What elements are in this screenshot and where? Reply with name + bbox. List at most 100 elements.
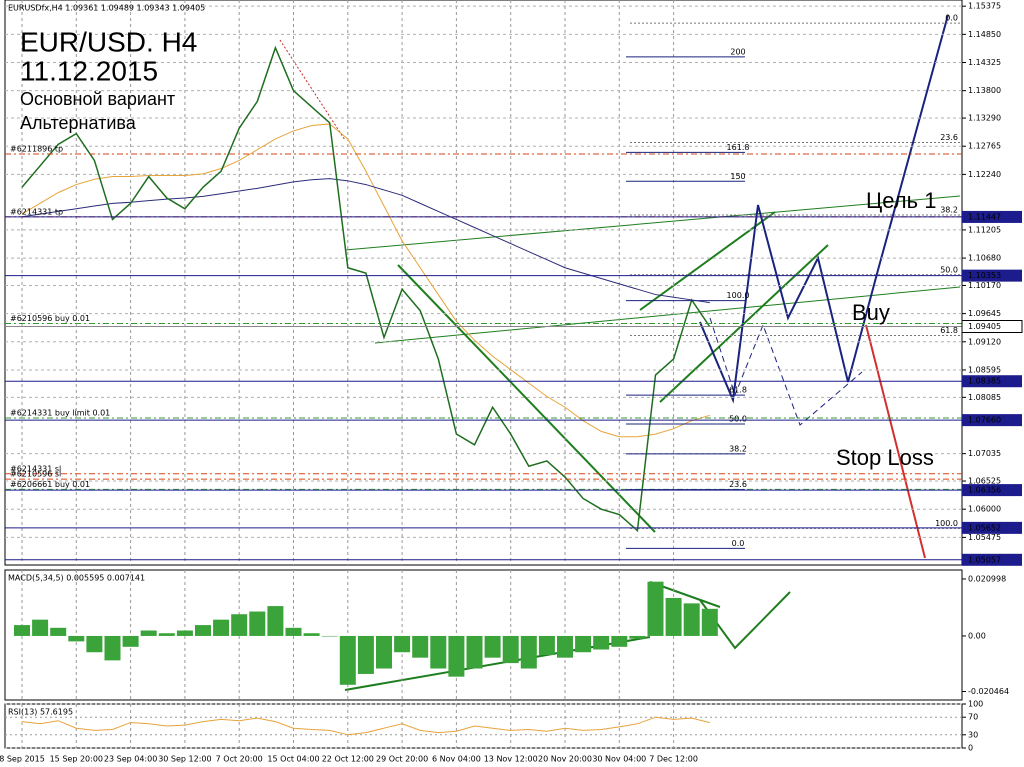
macd-bar [683,603,700,636]
macd-bar [213,619,230,636]
current-price-box [961,319,1023,333]
trend-line [397,264,656,533]
order-label: #6210596 sl [10,470,61,479]
macd-bar [376,635,392,669]
macd-bar [502,635,519,664]
chart-subtitle: 11.12.2015 [20,55,158,86]
macd-bar [484,635,501,658]
panel-header: EURUSDfx,H4 1.09361 1.09489 1.09343 1.09… [8,4,205,13]
fib-label: 50.0 [940,265,958,274]
y-tick-label: 1.13800 [968,86,1001,95]
x-tick-label: 23 Sep 04:00 [104,755,157,764]
y-tick-label: 1.06525 [968,477,1001,486]
macd-bar [32,619,49,636]
order-label: #6211896 tp [10,144,63,153]
price-level-label: 1.08385 [968,377,1001,386]
order-label: #6214331 buy limit 0.01 [10,408,110,417]
fib-label: 150 [730,172,745,181]
macd-bar [321,635,338,637]
macd-bar [394,635,411,653]
moving-average [21,123,710,438]
macd-bar [86,635,103,653]
macd-bar [14,625,30,636]
price-level-label: 1.05057 [968,555,1001,564]
y-tick-label: 1.09120 [968,337,1001,346]
x-tick-label: 30 Nov 04:00 [592,755,646,764]
x-tick-label: 15 Oct 04:00 [267,755,319,764]
macd-bar [140,630,157,636]
chart-title: EUR/USD. H4 [20,26,197,57]
x-tick-label: 7 Dec 12:00 [649,755,698,764]
y-tick-label: 1.09645 [968,309,1001,318]
x-tick-label: 15 Sep 20:00 [50,755,103,764]
price-line [21,45,711,533]
y-tick-label: 70 [968,713,978,722]
trend-line [344,195,961,251]
y-tick-label: 1.10680 [968,254,1001,263]
macd-bar [176,630,193,636]
macd-bar [593,635,610,650]
macd-bar [665,597,682,636]
macd-bar [122,635,139,647]
macd-bar [50,627,67,636]
order-label: #6214331 tp [10,207,63,216]
macd-bar [647,581,664,636]
price-level-box [962,414,1022,427]
price-level-label: 1.05652 [968,523,1001,532]
fib-label: 0.0 [945,14,958,23]
fib-label: 0.0 [732,539,745,548]
trend-line [374,286,961,344]
y-tick-label: 1.08085 [968,393,1001,402]
macd-bar [158,633,175,636]
x-tick-label: 22 Oct 12:00 [322,755,374,764]
x-tick-label: 29 Oct 20:00 [376,755,428,764]
order-label: #6214331 sl [10,464,61,473]
macd-bar [267,606,284,636]
main-panel [4,0,963,566]
macd-bar [538,635,555,655]
price-level-label: 1.10353 [968,271,1001,280]
fib-label: 23.6 [729,480,747,489]
fib-label: 61.8 [729,386,747,395]
price-level-box [962,375,1022,388]
y-tick-label: 1.14325 [968,58,1001,67]
y-tick-label: 1.11205 [968,225,1001,234]
macd-bar [412,635,429,658]
fib-label: 200 [730,47,745,56]
y-tick-label: 1.15375 [968,2,1001,11]
order-label: #6206661 buy 0.01 [10,480,90,489]
y-tick-label: 1.07035 [968,449,1001,458]
y-tick-label: 1.05475 [968,533,1001,542]
price-level-box [962,521,1022,534]
y-tick-label: 0.00 [968,631,986,640]
panel-header: RSI(13) 57.6195 [8,708,73,717]
macd-bar [231,614,248,636]
y-tick-label: 1.13290 [968,114,1001,123]
alt-scenario [709,317,863,426]
stop-loss-line [865,324,926,559]
fib-label: 161.8 [727,143,750,152]
annotation: Buy [852,300,890,325]
x-tick-label: 7 Oct 20:00 [216,755,263,764]
x-tick-label: 6 Nov 04:00 [432,755,481,764]
fib-label: 38.2 [729,444,747,453]
y-tick-label: 0 [968,744,973,753]
macd-bar [611,635,628,647]
x-tick-label: 13 Nov 12:00 [484,755,538,764]
main-scenario [699,14,949,404]
y-tick-label: 1.08595 [968,365,1001,374]
annotation: Основной вариант [20,89,175,109]
annotation: Stop Loss [836,445,934,470]
x-tick-label: 20 Nov 20:00 [538,755,592,764]
annotation: Цель 1 [866,188,936,213]
price-level-label: 1.07660 [968,416,1001,425]
fib-label: 100.0 [727,291,750,300]
macd-bar [285,627,302,636]
y-tick-label: 1.12240 [968,170,1001,179]
macd-bar [357,635,374,674]
fib-label: 61.8 [940,326,958,335]
price-level-box [962,269,1022,282]
y-tick-label: 1.14850 [968,30,1001,39]
y-tick-label: 30 [968,730,978,739]
